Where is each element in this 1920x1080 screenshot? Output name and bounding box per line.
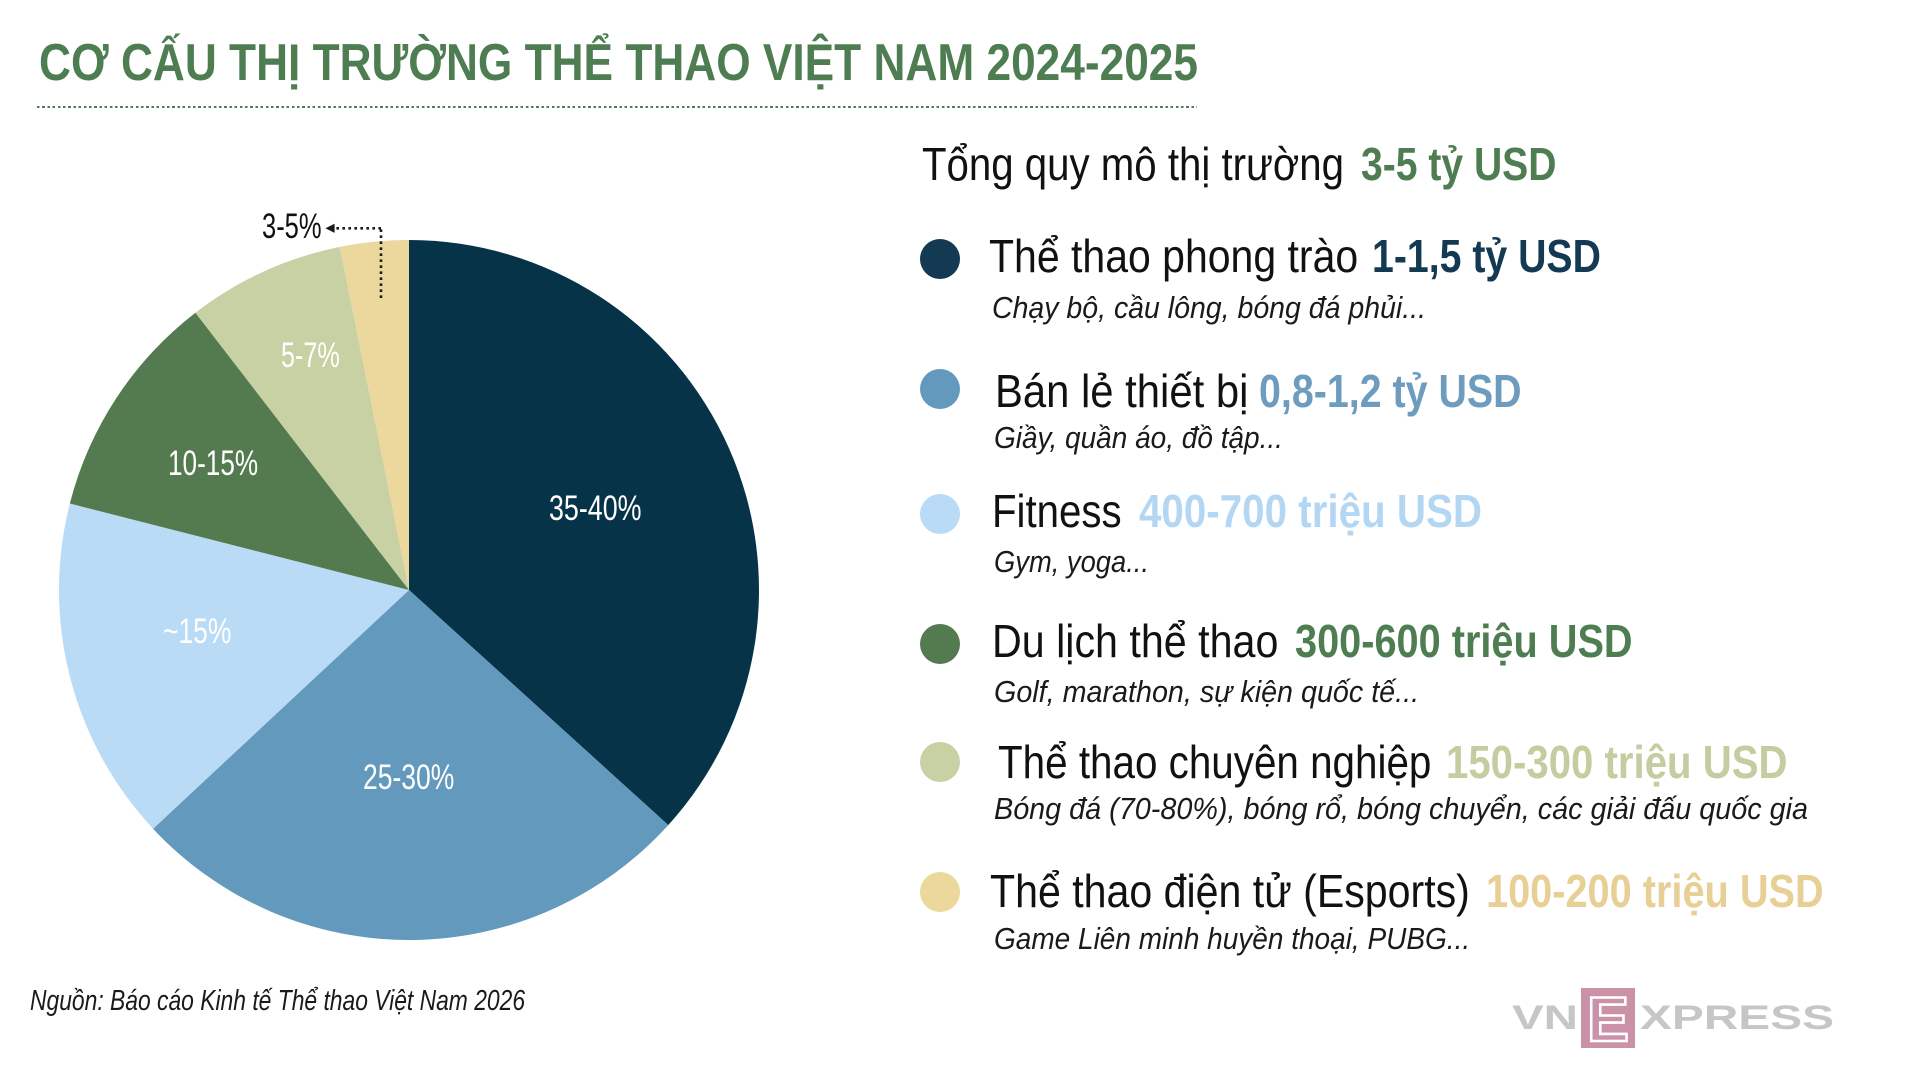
svg-text:VN: VN bbox=[1512, 999, 1578, 1037]
svg-text:E: E bbox=[1587, 985, 1629, 1055]
svg-text:XPRESS: XPRESS bbox=[1640, 999, 1834, 1037]
